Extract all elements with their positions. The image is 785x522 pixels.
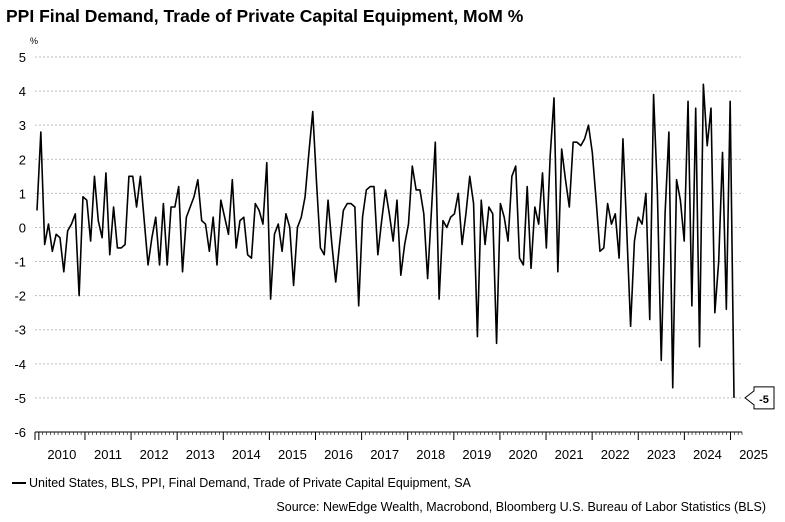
chart-title: PPI Final Demand, Trade of Private Capit…	[6, 6, 524, 26]
y-tick-label: -5	[14, 391, 26, 406]
x-tick-label: 2023	[647, 447, 676, 462]
y-tick-label: 3	[19, 118, 26, 133]
y-tick-label: 1	[19, 186, 26, 201]
x-tick-label: 2025	[739, 447, 768, 462]
x-tick-label: 2018	[416, 447, 445, 462]
y-tick-label: 5	[19, 50, 26, 65]
x-tick-label: 2017	[370, 447, 399, 462]
x-tick-label: 2024	[693, 447, 722, 462]
legend-label: United States, BLS, PPI, Final Demand, T…	[29, 476, 471, 490]
y-tick-label: -2	[14, 289, 26, 304]
x-tick-label: 2020	[509, 447, 538, 462]
y-unit-label: %	[30, 36, 38, 46]
y-tick-label: -1	[14, 255, 26, 270]
y-tick-label: 0	[19, 220, 26, 235]
y-tick-label: -4	[14, 357, 26, 372]
x-tick-label: 2019	[462, 447, 491, 462]
x-tick-label: 2016	[324, 447, 353, 462]
last-value-label: -5	[759, 394, 769, 406]
x-tick-label: 2010	[47, 447, 76, 462]
x-tick-label: 2015	[278, 447, 307, 462]
y-tick-label: -6	[14, 425, 26, 440]
y-tick-label: 2	[19, 152, 26, 167]
x-tick-label: 2022	[601, 447, 630, 462]
x-tick-label: 2021	[555, 447, 584, 462]
last-value-callout-box	[744, 386, 775, 410]
series-line	[36, 83, 735, 398]
x-tick-label: 2014	[232, 447, 261, 462]
x-tick-label: 2013	[186, 447, 215, 462]
y-tick-label: -3	[14, 323, 26, 338]
x-tick-label: 2012	[140, 447, 169, 462]
y-tick-label: 4	[19, 84, 26, 99]
legend: United States, BLS, PPI, Final Demand, T…	[12, 476, 471, 490]
legend-swatch	[12, 482, 26, 484]
source-note: Source: NewEdge Wealth, Macrobond, Bloom…	[276, 500, 766, 514]
x-tick-label: 2011	[94, 447, 122, 462]
